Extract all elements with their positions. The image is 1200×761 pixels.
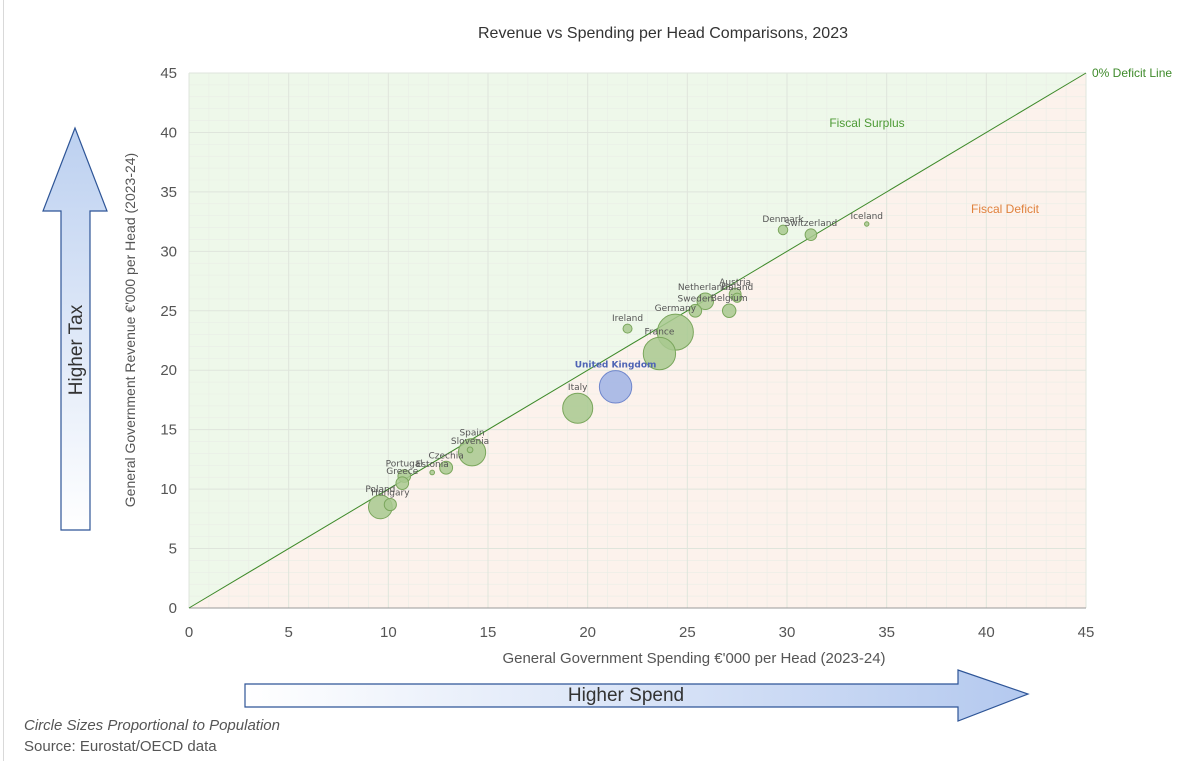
deficit-label: Fiscal Deficit bbox=[971, 202, 1040, 216]
y-tick-label: 0 bbox=[169, 600, 177, 617]
bubble-switzerland bbox=[804, 228, 818, 241]
bubble-label-united-kingdom: United Kingdom bbox=[575, 361, 657, 371]
x-tick-label: 40 bbox=[978, 624, 995, 641]
x-axis-title: General Government Spending €'000 per He… bbox=[502, 650, 885, 667]
bubble-label-slovenia: Slovenia bbox=[451, 437, 489, 447]
x-tick-label: 20 bbox=[579, 624, 596, 641]
higher-spend-arrow: Higher Spend bbox=[244, 669, 1030, 722]
bubble-label-france: France bbox=[644, 327, 674, 337]
y-tick-labels: 0 5 10 15 20 25 30 35 40 45 bbox=[160, 65, 177, 617]
bubble-france bbox=[642, 336, 677, 371]
x-tick-label: 5 bbox=[284, 624, 292, 641]
bubble-label-germany: Germany bbox=[655, 304, 697, 314]
bubble-label-portugal: Portugal bbox=[386, 460, 423, 470]
bubble-greece bbox=[395, 476, 410, 490]
x-tick-label: 15 bbox=[480, 624, 497, 641]
bubble-iceland bbox=[864, 221, 870, 227]
y-tick-label: 5 bbox=[169, 541, 177, 558]
x-tick-label: 10 bbox=[380, 624, 397, 641]
higher-spend-label: Higher Spend bbox=[568, 685, 684, 706]
bubble-label-belgium: Belgium bbox=[711, 294, 748, 304]
bubble-belgium bbox=[721, 303, 737, 319]
chart-title: Revenue vs Spending per Head Comparisons… bbox=[478, 25, 848, 42]
bubble-label-greece: Greece bbox=[386, 467, 418, 477]
higher-tax-arrow: Higher Tax bbox=[42, 126, 108, 531]
y-tick-label: 15 bbox=[160, 422, 177, 439]
bubble-label-iceland: Iceland bbox=[850, 212, 883, 222]
x-tick-label: 35 bbox=[878, 624, 895, 641]
y-tick-label: 20 bbox=[160, 362, 177, 379]
bubble-label-finland: Finland bbox=[721, 283, 753, 293]
y-tick-label: 10 bbox=[160, 481, 177, 498]
bubble-label-spain: Spain bbox=[459, 429, 484, 439]
bubble-label-italy: Italy bbox=[568, 383, 588, 393]
bubble-finland bbox=[732, 292, 743, 303]
y-tick-label: 40 bbox=[160, 124, 177, 141]
bubble-label-czechia: Czechia bbox=[429, 451, 464, 461]
bubble-label-netherlands: Netherlands bbox=[678, 283, 733, 293]
bubble-size-note: Circle Sizes Proportional to Population bbox=[24, 717, 280, 734]
y-tick-label: 45 bbox=[160, 65, 177, 82]
y-tick-label: 25 bbox=[160, 303, 177, 320]
bubble-label-sweden: Sweden bbox=[678, 294, 714, 304]
bubble-netherlands bbox=[696, 292, 715, 311]
source-note: Source: Eurostat/OECD data bbox=[24, 738, 217, 755]
y-tick-label: 35 bbox=[160, 184, 177, 201]
major-gridlines bbox=[188, 72, 1087, 609]
zero-deficit-label: 0% Deficit Line bbox=[1092, 66, 1172, 80]
zero-deficit-line bbox=[188, 72, 1087, 609]
bubble-label-denmark: Denmark bbox=[762, 215, 804, 225]
window-edge-rule bbox=[3, 0, 4, 761]
y-tick-label: 30 bbox=[160, 243, 177, 260]
bubble-ireland bbox=[622, 323, 633, 334]
x-tick-label: 25 bbox=[679, 624, 696, 641]
bubble-label-ireland: Ireland bbox=[612, 314, 643, 324]
bubble-label-switzerland: Switzerland bbox=[785, 219, 838, 229]
bubble-estonia bbox=[429, 469, 436, 476]
bubble-denmark bbox=[777, 224, 789, 236]
y-axis-title: General Government Revenue €'000 per Hea… bbox=[122, 153, 138, 507]
bubble-czechia bbox=[439, 460, 454, 475]
bubble-label-estonia: Estonia bbox=[416, 460, 449, 470]
x-tick-label: 0 bbox=[185, 624, 193, 641]
bubble-slovenia bbox=[466, 446, 474, 454]
higher-tax-label: Higher Tax bbox=[66, 304, 87, 395]
bubble-hungary bbox=[383, 497, 397, 512]
bubble-label-poland: Poland bbox=[365, 485, 395, 495]
bubble-series bbox=[367, 221, 870, 520]
bubble-label-austria: Austria bbox=[719, 278, 751, 288]
surplus-label: Fiscal Surplus bbox=[829, 116, 904, 130]
bubble-label-hungary: Hungary bbox=[371, 488, 410, 498]
bubble-sweden bbox=[688, 303, 703, 318]
x-tick-label: 30 bbox=[779, 624, 796, 641]
x-tick-label: 45 bbox=[1078, 624, 1095, 641]
x-tick-labels: 0 5 10 15 20 25 30 35 40 45 bbox=[185, 624, 1095, 641]
minor-gridlines bbox=[189, 73, 1086, 608]
bubble-united-kingdom bbox=[598, 370, 633, 404]
bubble-italy bbox=[562, 392, 594, 424]
